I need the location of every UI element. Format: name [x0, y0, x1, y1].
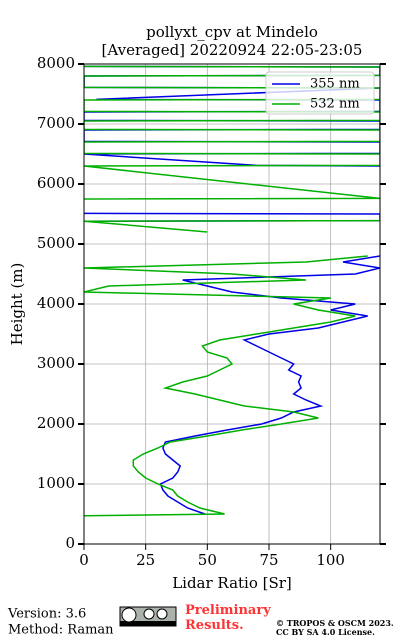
preliminary: Preliminary Results. [185, 603, 271, 633]
y-axis-label: Height (m) [8, 263, 26, 346]
y-tick-label: 6000 [37, 174, 75, 192]
series-line [84, 65, 380, 515]
x-axis-label: Lidar Ratio [Sr] [172, 574, 292, 592]
x-tick-label: 0 [79, 551, 89, 569]
x-tick-label: 50 [198, 551, 217, 569]
y-tick-label: 4000 [37, 294, 75, 312]
chart-title: pollyxt_cpv at Mindelo [146, 23, 318, 41]
series-line [84, 65, 380, 517]
method: Method: Raman [8, 623, 114, 638]
legend-label: 532 nm [310, 97, 360, 112]
y-tick-label: 8000 [37, 54, 75, 72]
cc-badge [119, 606, 177, 627]
plot-area [83, 63, 380, 545]
y-tick-label: 1000 [37, 474, 75, 492]
legend-label: 355 nm [310, 77, 360, 92]
x-tick-label: 100 [316, 551, 345, 569]
y-tick-label: 0 [65, 534, 75, 552]
y-tick-label: 2000 [37, 414, 75, 432]
y-tick-label: 3000 [37, 354, 75, 372]
license: CC BY SA 4.0 License. [276, 627, 375, 637]
x-tick-label: 25 [136, 551, 155, 569]
legend: 355 nm 532 nm [265, 71, 375, 115]
version: Version: 3.6 [7, 607, 86, 622]
y-tick-label: 7000 [37, 114, 75, 132]
copyright: © TROPOS & OSCM 2023. [276, 618, 394, 628]
y-tick-label: 5000 [37, 234, 75, 252]
x-tick-label: 75 [259, 551, 278, 569]
chart-subtitle: [Averaged] 20220924 22:05-23:05 [102, 41, 363, 59]
